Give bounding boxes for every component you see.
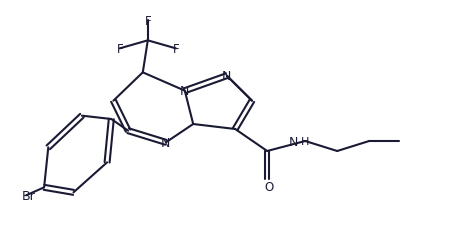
Text: H: H bbox=[301, 136, 310, 146]
Text: N: N bbox=[180, 85, 189, 98]
Text: N: N bbox=[161, 136, 170, 149]
Text: O: O bbox=[265, 181, 274, 194]
Text: F: F bbox=[116, 43, 123, 56]
Text: F: F bbox=[172, 43, 179, 56]
Text: F: F bbox=[145, 15, 151, 28]
Text: N: N bbox=[289, 135, 298, 148]
Text: Br: Br bbox=[22, 189, 36, 202]
Text: N: N bbox=[222, 70, 231, 83]
